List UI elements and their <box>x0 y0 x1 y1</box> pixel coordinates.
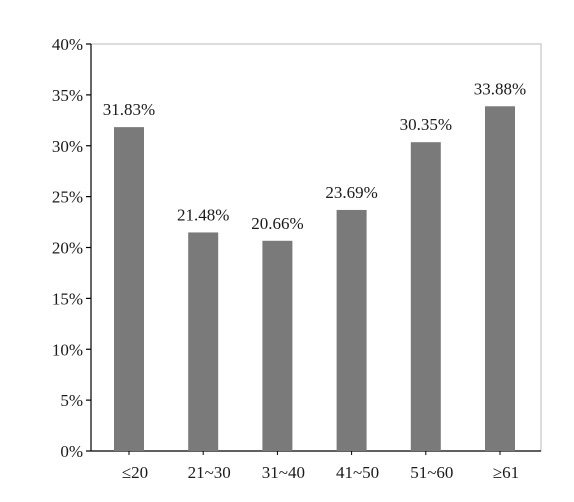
y-tick-label: 30% <box>52 137 83 156</box>
y-tick-label: 0% <box>60 442 83 461</box>
x-category-label: 51~60 <box>410 463 453 482</box>
bar <box>336 209 367 451</box>
bar-data-label: 21.48% <box>177 205 229 224</box>
y-tick-label: 20% <box>52 239 83 258</box>
y-tick-label: 35% <box>52 86 83 105</box>
x-category-label: ≥61 <box>493 463 519 482</box>
y-tick-label: 40% <box>52 35 83 54</box>
bar <box>262 240 293 451</box>
bar-data-label: 30.35% <box>400 115 452 134</box>
bar <box>114 127 144 451</box>
bar-data-label: 33.88% <box>474 79 526 98</box>
x-category-label: 21~30 <box>188 463 231 482</box>
bar-data-label: 31.83% <box>103 100 155 119</box>
plot-frame <box>90 43 542 452</box>
bars <box>114 106 515 451</box>
y-tick-label: 5% <box>60 391 83 410</box>
y-axis-ticks: 0% 5% 10% 15% 20% 25% 30% 35% 40% <box>52 35 91 461</box>
bar-data-label: 20.66% <box>251 214 303 233</box>
data-labels: 31.83% 21.48% 20.66% 23.69% 30.35% 33.88% <box>103 79 526 233</box>
x-axis-labels: ≤20 21~30 31~40 41~50 51~60 ≥61 <box>122 451 519 482</box>
bar <box>410 142 441 451</box>
bar <box>485 106 515 451</box>
x-category-label: ≤20 <box>122 463 148 482</box>
bar <box>188 232 219 451</box>
x-category-label: 41~50 <box>336 463 379 482</box>
x-category-label: 31~40 <box>262 463 305 482</box>
bar-data-label: 23.69% <box>325 183 377 202</box>
y-tick-label: 25% <box>52 188 83 207</box>
y-tick-label: 10% <box>52 340 83 359</box>
y-tick-label: 15% <box>52 289 83 308</box>
